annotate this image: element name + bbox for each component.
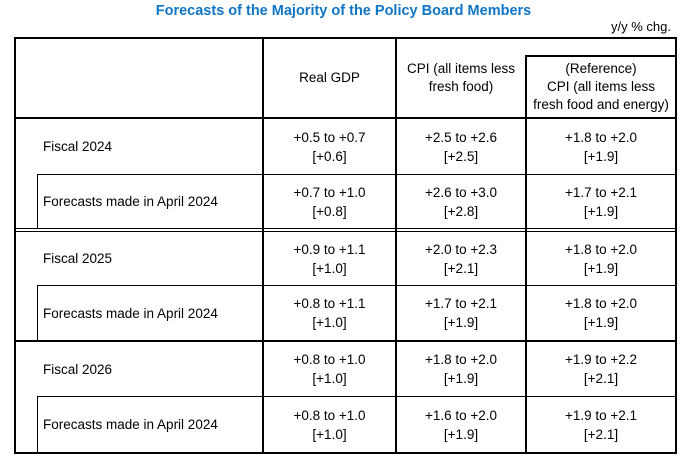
forecast-median: [+2.8] <box>443 203 479 219</box>
forecast-median: [+1.9] <box>443 315 479 330</box>
gdp-forecast-cell: +0.8 to +1.1 [+1.0] <box>264 286 395 340</box>
row-label-indented: Forecasts made in April 2024 <box>43 194 218 209</box>
forecast-median: [+1.0] <box>312 426 347 442</box>
row-label-indented: Forecasts made in April 2024 <box>43 417 218 432</box>
forecast-range: +0.5 to +0.7 <box>293 129 366 145</box>
header-cell-reference: (Reference) CPI (all items less fresh fo… <box>533 61 669 112</box>
row-label: Fiscal 2024 <box>43 139 113 154</box>
gdp-forecast-cell: +0.8 to +1.0 [+1.0] <box>264 342 395 396</box>
indent-divider <box>37 174 38 229</box>
forecast-median: [+1.0] <box>312 371 347 386</box>
forecast-table: Real GDP CPI (all items less fresh food)… <box>14 37 677 454</box>
forecast-median: [+1.9] <box>443 371 479 386</box>
unit-note: y/y % chg. <box>611 19 671 34</box>
reference-header-box-top <box>525 55 675 57</box>
gdp-forecast-cell: +0.8 to +1.0 [+1.0] <box>264 397 395 452</box>
forecast-range: +1.8 to +2.0 <box>564 296 638 311</box>
header-divider <box>16 117 675 119</box>
forecast-median: [+2.5] <box>443 148 479 164</box>
row-label-indented: Forecasts made in April 2024 <box>43 305 218 321</box>
row-label: Fiscal 2026 <box>43 361 113 377</box>
section-divider <box>16 340 675 342</box>
forecast-median: [+1.9] <box>443 426 479 442</box>
forecast-range: +1.9 to +2.2 <box>564 352 638 367</box>
row-label: Fiscal 2025 <box>43 251 113 266</box>
forecast-range: +2.6 to +3.0 <box>424 184 498 200</box>
forecast-range: +2.5 to +2.6 <box>424 129 498 145</box>
forecast-median: [+0.6] <box>312 148 347 164</box>
forecast-table-grid: Real GDP CPI (all items less fresh food)… <box>16 39 675 452</box>
forecast-median: [+1.9] <box>583 148 619 164</box>
forecast-range: +0.8 to +1.1 <box>293 296 366 311</box>
forecast-range: +2.0 to +2.3 <box>424 241 498 257</box>
cpi-forecast-cell: +1.7 to +2.1 [+1.9] <box>397 286 525 340</box>
forecast-range: +1.8 to +2.0 <box>564 241 638 257</box>
forecast-range: +0.9 to +1.1 <box>293 241 366 257</box>
forecast-range: +1.7 to +2.1 <box>564 184 638 200</box>
column-divider <box>395 39 397 452</box>
indent-divider <box>37 396 38 452</box>
forecast-range: +0.8 to +1.0 <box>293 352 366 367</box>
forecast-median: [+0.8] <box>312 203 347 219</box>
column-divider <box>262 39 264 452</box>
indent-divider <box>37 285 38 340</box>
header-cell-real-gdp: Real GDP <box>299 70 360 85</box>
forecast-range: +1.6 to +2.0 <box>424 407 498 423</box>
cpi-forecast-cell: +1.6 to +2.0 [+1.9] <box>397 397 525 452</box>
gdp-forecast-cell: +0.9 to +1.1 [+1.0] <box>264 232 395 285</box>
cpi-forecast-cell: +2.5 to +2.6 [+2.5] <box>397 119 525 174</box>
cpi-forecast-cell: +2.0 to +2.3 [+2.1] <box>397 232 525 285</box>
forecast-median: [+1.9] <box>583 203 619 219</box>
forecast-median: [+2.1] <box>583 371 619 386</box>
gdp-forecast-cell: +0.5 to +0.7 [+0.6] <box>264 119 395 174</box>
reference-forecast-cell: +1.7 to +2.1 [+1.9] <box>527 175 675 228</box>
reference-forecast-cell: +1.8 to +2.0 [+1.9] <box>527 286 675 340</box>
header-cell-cpi: CPI (all items less fresh food) <box>406 61 516 94</box>
column-divider <box>525 55 527 452</box>
forecast-median: [+1.9] <box>583 260 619 276</box>
row-divider <box>37 396 675 397</box>
forecast-median: [+2.1] <box>583 426 619 442</box>
section-divider <box>16 228 675 229</box>
page-title: Forecasts of the Majority of the Policy … <box>155 3 532 19</box>
forecast-range: +1.7 to +2.1 <box>424 296 498 311</box>
cpi-forecast-cell: +2.6 to +3.0 [+2.8] <box>397 175 525 228</box>
forecast-median: [+1.9] <box>583 315 619 330</box>
gdp-forecast-cell: +0.7 to +1.0 [+0.8] <box>264 175 395 228</box>
row-divider <box>37 174 675 175</box>
forecast-median: [+1.0] <box>312 260 347 276</box>
forecast-range: +0.7 to +1.0 <box>293 184 366 200</box>
row-divider <box>37 285 675 286</box>
reference-forecast-cell: +1.9 to +2.1 [+2.1] <box>527 397 675 452</box>
reference-forecast-cell: +1.8 to +2.0 [+1.9] <box>527 119 675 174</box>
forecast-range: +1.8 to +2.0 <box>424 352 498 367</box>
forecast-median: [+2.1] <box>443 260 479 276</box>
forecast-range: +0.8 to +1.0 <box>293 407 366 423</box>
forecast-range: +1.8 to +2.0 <box>564 129 638 145</box>
forecast-median: [+1.0] <box>312 315 347 330</box>
reference-forecast-cell: +1.9 to +2.2 [+2.1] <box>527 342 675 396</box>
forecast-range: +1.9 to +2.1 <box>564 407 638 423</box>
section-divider <box>16 231 675 232</box>
cpi-forecast-cell: +1.8 to +2.0 [+1.9] <box>397 342 525 396</box>
reference-forecast-cell: +1.8 to +2.0 [+1.9] <box>527 232 675 285</box>
